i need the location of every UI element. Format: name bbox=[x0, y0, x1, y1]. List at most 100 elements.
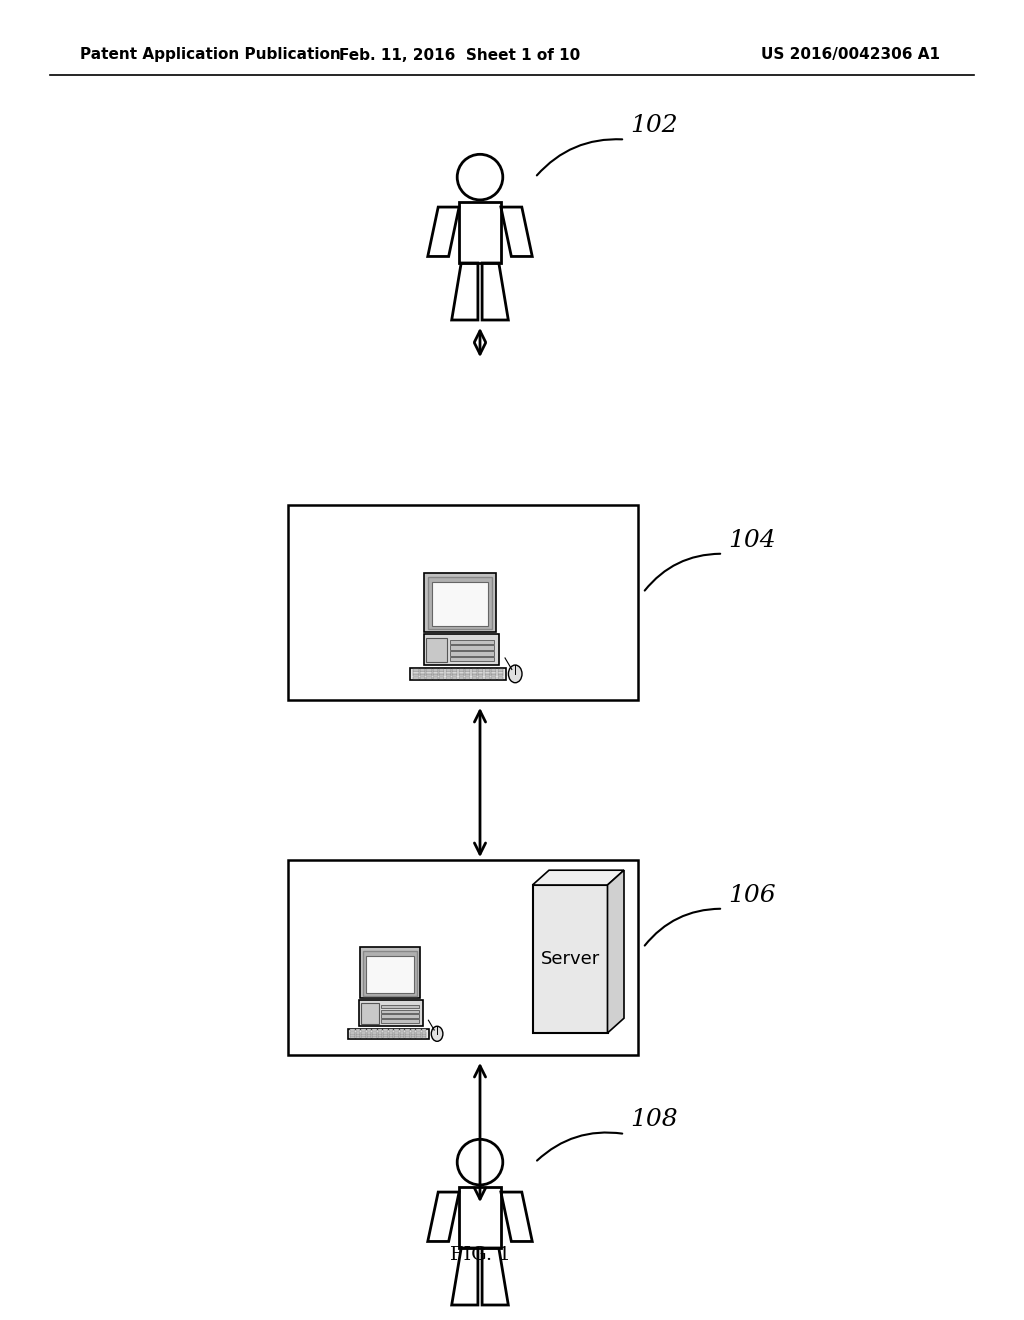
Bar bbox=[459, 669, 464, 671]
Bar bbox=[426, 669, 431, 671]
Bar bbox=[432, 582, 488, 626]
Bar bbox=[394, 1036, 399, 1038]
Bar bbox=[478, 669, 483, 671]
Ellipse shape bbox=[508, 665, 522, 682]
Bar bbox=[433, 675, 438, 676]
Bar bbox=[472, 672, 477, 673]
Bar bbox=[424, 635, 499, 665]
Bar bbox=[492, 677, 497, 678]
Bar bbox=[400, 1036, 404, 1038]
Bar bbox=[453, 669, 458, 671]
Bar bbox=[350, 1030, 354, 1031]
Bar bbox=[484, 677, 489, 678]
Bar bbox=[378, 1036, 382, 1038]
Bar bbox=[422, 1032, 426, 1034]
Bar bbox=[400, 1030, 404, 1031]
Bar bbox=[389, 1032, 393, 1034]
Bar bbox=[472, 669, 477, 671]
Bar bbox=[389, 1036, 393, 1038]
Bar bbox=[426, 677, 431, 678]
Bar bbox=[411, 668, 506, 680]
Bar bbox=[406, 1036, 410, 1038]
Bar bbox=[350, 1032, 354, 1034]
Text: 102: 102 bbox=[630, 114, 678, 136]
Text: FIG. 1: FIG. 1 bbox=[450, 1246, 510, 1265]
Bar bbox=[450, 640, 495, 644]
Bar bbox=[453, 672, 458, 673]
Bar bbox=[406, 1034, 410, 1036]
Bar bbox=[394, 1032, 399, 1034]
Bar bbox=[378, 1030, 382, 1031]
Bar bbox=[361, 1030, 366, 1031]
Text: 108: 108 bbox=[630, 1107, 678, 1131]
Bar bbox=[445, 675, 451, 676]
Text: Patent Application Publication: Patent Application Publication bbox=[80, 48, 341, 62]
Bar bbox=[424, 573, 496, 632]
Bar bbox=[450, 651, 495, 656]
Bar bbox=[465, 677, 470, 678]
Bar bbox=[422, 1034, 426, 1036]
Bar bbox=[439, 672, 444, 673]
Bar bbox=[445, 669, 451, 671]
Bar bbox=[381, 1010, 420, 1014]
Bar bbox=[406, 1030, 410, 1031]
Bar bbox=[417, 1036, 421, 1038]
Bar bbox=[417, 1032, 421, 1034]
Bar bbox=[453, 675, 458, 676]
Bar bbox=[381, 1005, 420, 1008]
Bar bbox=[400, 1032, 404, 1034]
Bar bbox=[367, 1030, 372, 1031]
Bar bbox=[361, 1032, 366, 1034]
Bar bbox=[426, 672, 431, 673]
Bar bbox=[355, 1032, 360, 1034]
Bar bbox=[361, 1003, 379, 1023]
Bar bbox=[378, 1034, 382, 1036]
Bar bbox=[366, 956, 414, 993]
Bar bbox=[478, 675, 483, 676]
Bar bbox=[288, 506, 638, 700]
Ellipse shape bbox=[431, 1026, 443, 1041]
Bar bbox=[439, 677, 444, 678]
Polygon shape bbox=[532, 870, 624, 884]
Bar bbox=[406, 1032, 410, 1034]
Bar bbox=[355, 1036, 360, 1038]
Bar bbox=[420, 677, 425, 678]
Bar bbox=[420, 675, 425, 676]
Bar bbox=[426, 675, 431, 676]
Bar bbox=[484, 672, 489, 673]
Bar bbox=[378, 1032, 382, 1034]
Bar bbox=[355, 1030, 360, 1031]
Bar bbox=[394, 1034, 399, 1036]
Bar bbox=[367, 1036, 372, 1038]
Bar bbox=[492, 675, 497, 676]
Bar bbox=[478, 677, 483, 678]
Bar bbox=[367, 1034, 372, 1036]
Bar bbox=[492, 669, 497, 671]
Text: Server: Server bbox=[541, 950, 600, 968]
Bar bbox=[355, 1034, 360, 1036]
Bar bbox=[420, 669, 425, 671]
Bar bbox=[498, 675, 503, 676]
Bar bbox=[420, 672, 425, 673]
Bar bbox=[426, 638, 447, 663]
Bar bbox=[450, 657, 495, 661]
Text: 104: 104 bbox=[728, 529, 775, 552]
Bar bbox=[411, 1030, 416, 1031]
Bar bbox=[450, 645, 495, 649]
Bar bbox=[433, 669, 438, 671]
Bar bbox=[459, 677, 464, 678]
Bar bbox=[465, 675, 470, 676]
Bar bbox=[373, 1034, 377, 1036]
Bar bbox=[472, 677, 477, 678]
Bar bbox=[411, 1036, 416, 1038]
Bar bbox=[465, 672, 470, 673]
Bar bbox=[381, 1019, 420, 1023]
Bar bbox=[428, 577, 492, 630]
Bar bbox=[414, 677, 419, 678]
Bar bbox=[465, 669, 470, 671]
Bar bbox=[433, 672, 438, 673]
Bar bbox=[498, 677, 503, 678]
Bar bbox=[439, 669, 444, 671]
Bar bbox=[498, 669, 503, 671]
Bar bbox=[414, 672, 419, 673]
